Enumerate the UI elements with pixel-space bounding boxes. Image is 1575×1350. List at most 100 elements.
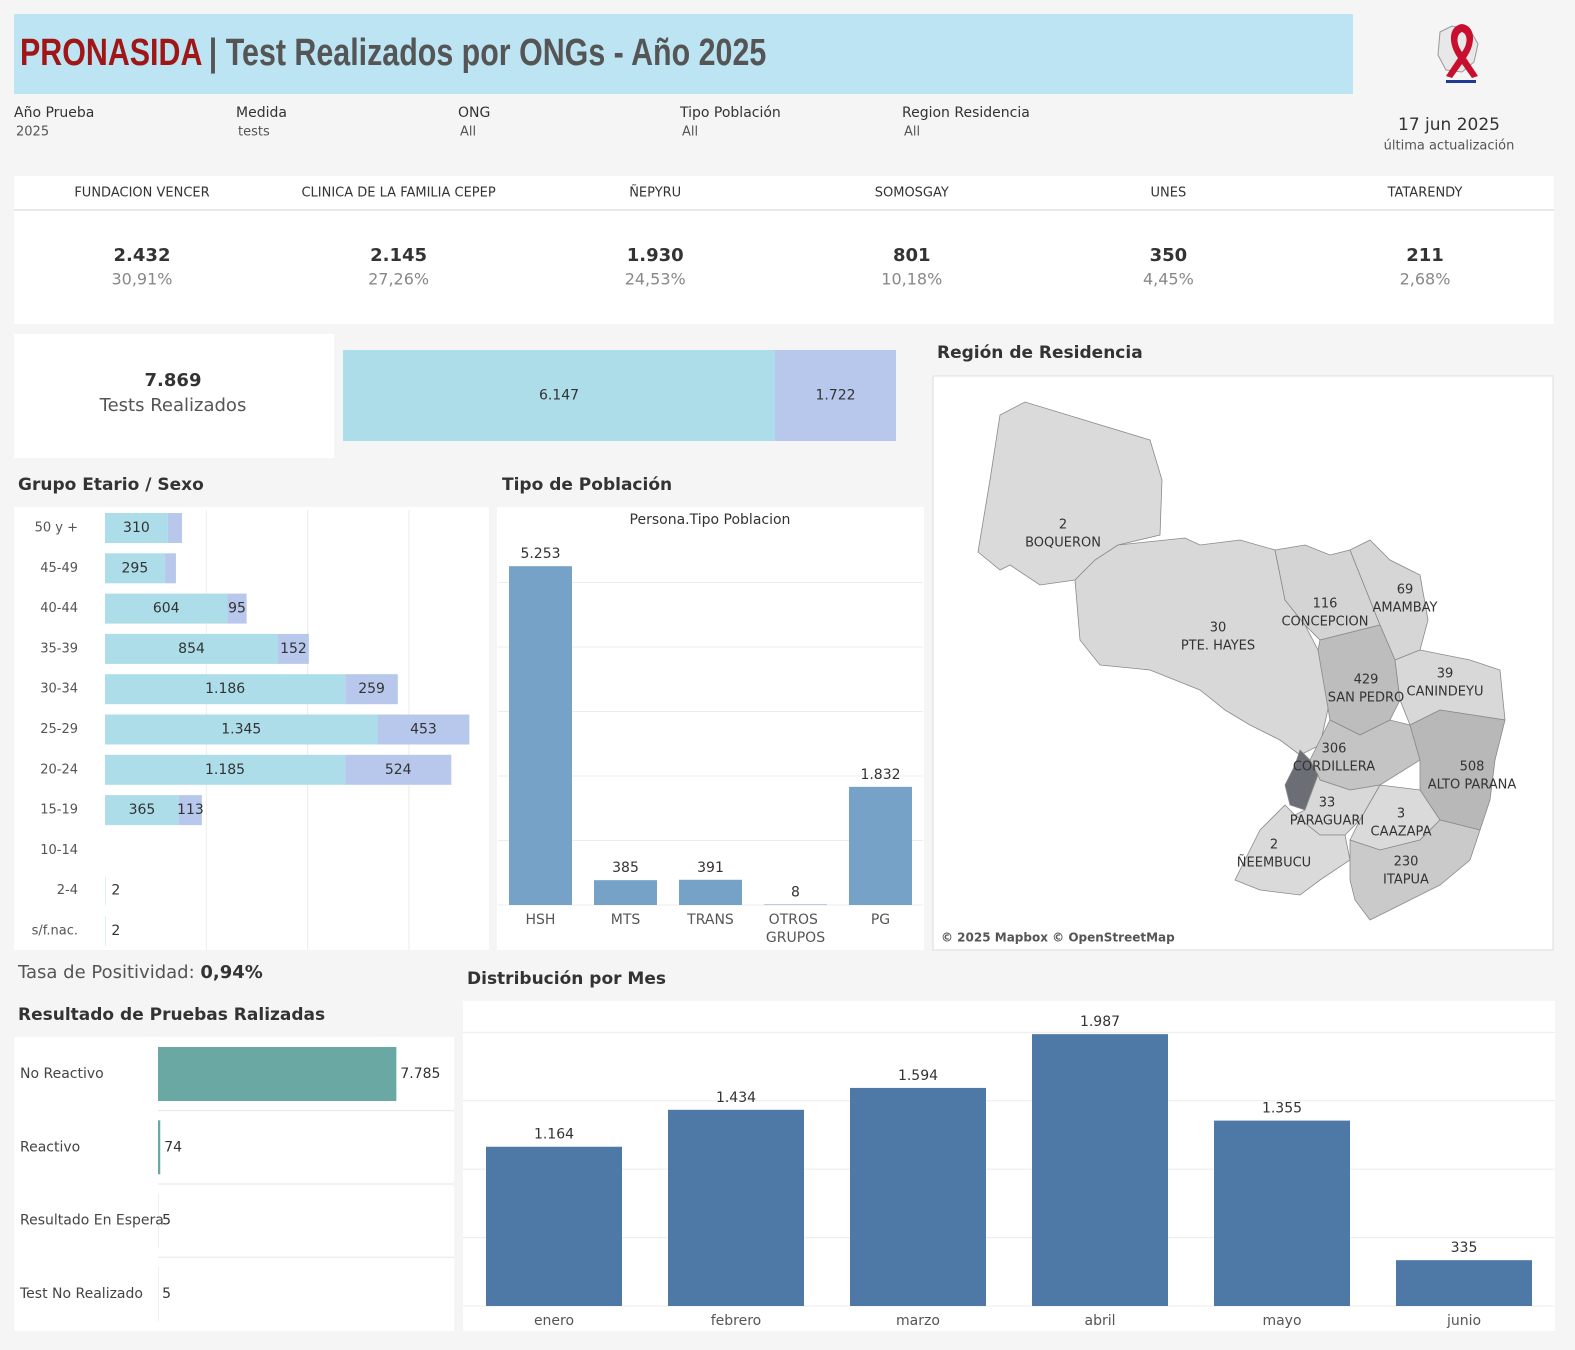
value-label: 95	[228, 601, 246, 617]
value-label: 5.253	[520, 546, 560, 562]
bar-segment	[105, 513, 168, 543]
bar-segment	[105, 633, 279, 664]
bar-segment	[345, 754, 452, 785]
bar	[668, 1109, 804, 1306]
ngo-share: 2,68%	[1400, 270, 1451, 289]
region-value: 2	[1270, 838, 1278, 853]
category-label: 30-34	[40, 682, 78, 697]
bar	[679, 879, 742, 905]
positivity-value: 0,94%	[200, 962, 262, 983]
value-label: 7.785	[400, 1066, 440, 1082]
region-name: BOQUERON	[1025, 536, 1101, 551]
region-name: ALTO PARANA	[1428, 778, 1517, 793]
chart-title: Distribución por Mes	[467, 969, 666, 989]
value-label: 74	[164, 1139, 182, 1155]
region-value: 30	[1210, 621, 1227, 636]
category-label: 40-44	[40, 601, 78, 616]
value-label: 1.355	[1262, 1101, 1302, 1117]
region-value: 39	[1437, 667, 1454, 682]
positivity-label: Tasa de Positividad:	[17, 962, 200, 983]
region-name: PARAGUARI	[1290, 814, 1364, 829]
category-label: 20-24	[40, 762, 78, 777]
region-value: 230	[1394, 855, 1419, 870]
category-label: 10-14	[40, 843, 78, 858]
ngo-share: 27,26%	[368, 270, 429, 289]
value-label: 2	[111, 923, 120, 939]
bar-segment	[164, 553, 176, 584]
filter-value: All	[904, 125, 920, 140]
chart-title: Grupo Etario / Sexo	[18, 475, 204, 495]
value-label: 8	[791, 884, 800, 900]
split-label: 1.722	[815, 388, 855, 404]
chart-title: Resultado de Pruebas Ralizadas	[18, 1005, 325, 1025]
value-label: 1.594	[898, 1068, 938, 1084]
value-label: 604	[153, 601, 180, 617]
ngo-value: 350	[1150, 245, 1188, 266]
region-value: 3	[1397, 807, 1405, 822]
x-tick-label: marzo	[896, 1313, 940, 1329]
category-label: No Reactivo	[20, 1066, 104, 1082]
category-label: 50 y +	[35, 521, 78, 536]
value-label: 1.987	[1080, 1014, 1120, 1030]
split-label: 6.147	[539, 388, 579, 404]
map-credit: © 2025 Mapbox © OpenStreetMap	[941, 931, 1175, 945]
month-panel	[463, 1001, 1555, 1331]
bar-segment	[105, 754, 346, 785]
category-label: s/f.nac.	[32, 924, 78, 939]
region-value: 69	[1397, 583, 1414, 598]
bar-segment	[227, 593, 247, 624]
header-title: PRONASIDA | Test Realizados por ONGs - Añ…	[20, 32, 766, 74]
value-label: 453	[410, 722, 437, 738]
region-name: AMAMBAY	[1373, 601, 1438, 616]
ngo-value: 1.930	[627, 245, 684, 266]
region-name: CANINDEYU	[1407, 685, 1484, 700]
x-tick-label: OTROS GRUPOS	[766, 912, 825, 946]
value-label: 2	[111, 883, 120, 899]
x-tick-line: OTROS	[769, 912, 823, 928]
bar	[158, 1120, 161, 1175]
filter-label: Medida	[236, 105, 287, 121]
value-label: 152	[280, 641, 307, 657]
update-date: 17 jun 2025	[1398, 115, 1500, 135]
x-tick-label: abril	[1084, 1313, 1115, 1329]
map	[977, 401, 1506, 921]
value-label: 5	[162, 1213, 171, 1229]
x-tick-line: GRUPOS	[766, 930, 825, 946]
region-name: CAAZAPA	[1371, 825, 1432, 840]
bar-segment	[278, 633, 309, 664]
region-name: ITAPUA	[1383, 873, 1429, 888]
ngo-share: 10,18%	[881, 270, 942, 289]
category-label: Resultado En Espera	[20, 1213, 164, 1229]
bar	[486, 1146, 622, 1306]
x-tick-label: febrero	[711, 1313, 762, 1329]
value-label: 365	[129, 802, 156, 818]
region-value: 116	[1313, 597, 1338, 612]
filter-label: ONG	[458, 105, 490, 121]
x-tick-label: PG	[871, 912, 890, 928]
value-label: 1.832	[860, 767, 900, 783]
total-label: Tests Realizados	[99, 395, 247, 416]
chart-title: Tipo de Población	[502, 475, 672, 495]
value-label: 385	[612, 860, 639, 876]
category-label: 45-49	[40, 561, 78, 576]
filter-value: All	[682, 125, 698, 140]
category-label: Reactivo	[20, 1139, 80, 1155]
total-value: 7.869	[145, 370, 202, 391]
positivity: Tasa de Positividad: 0,94%	[17, 962, 263, 983]
chart-subtitle: Persona.Tipo Poblacion	[630, 512, 791, 528]
x-tick-label: enero	[534, 1313, 574, 1329]
value-label: 1.164	[534, 1127, 574, 1143]
filter-label: Tipo Población	[679, 105, 781, 121]
bar-segment	[105, 593, 228, 624]
ngo-name: TATARENDY	[1387, 186, 1463, 201]
region-name: ÑEEMBUCU	[1237, 855, 1311, 871]
split-segment	[774, 350, 896, 441]
total-card	[14, 334, 334, 458]
bar	[594, 880, 657, 905]
category-label: 25-29	[40, 722, 78, 737]
ngo-share: 4,45%	[1143, 270, 1194, 289]
ngo-share: 24,53%	[625, 270, 686, 289]
category-label: 15-19	[40, 803, 78, 818]
bar	[764, 904, 827, 905]
